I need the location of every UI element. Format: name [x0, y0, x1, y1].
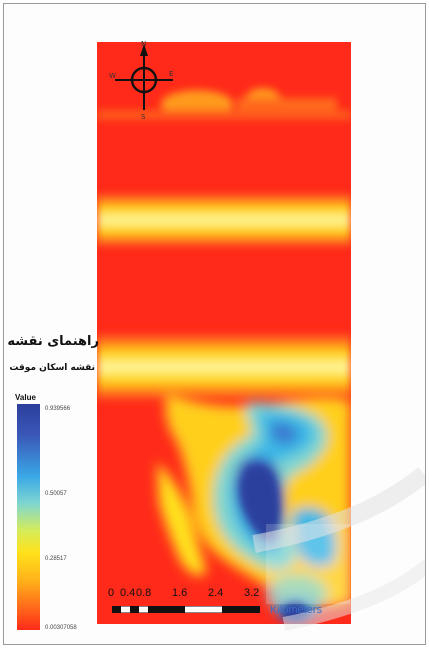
compass-east-label: E	[169, 70, 173, 78]
scale-bar: 0 0.4 0.8 1.6 2.4 3.2 Kilometers	[104, 587, 344, 617]
legend-mid-value: 0.50057	[45, 491, 67, 497]
raster-yellow-band-middle	[97, 332, 351, 402]
raster-top-bumps	[97, 88, 351, 120]
legend-high-value: 0.939566	[45, 406, 71, 412]
map-legend: راهنمای نقشه نقشه اسکان موقت Value 0.939…	[7, 329, 99, 639]
suitability-raster-map[interactable]	[97, 42, 351, 624]
scale-tick-3: 1.6	[172, 587, 188, 599]
legend-layer-name: نقشه اسکان موقت	[9, 363, 95, 373]
map-layout-frame: N S E W راهنمای نقشه نقشه اسکان موقت Val…	[3, 3, 426, 645]
scale-bar-track	[112, 606, 260, 613]
compass-west-label: W	[109, 72, 116, 80]
north-arrow: N S E W	[109, 40, 173, 120]
scale-tick-4: 2.4	[208, 587, 224, 599]
scale-tick-1: 0.4	[120, 587, 136, 599]
scale-bar-labels: 0 0.4 0.8 1.6 2.4 3.2	[104, 587, 344, 601]
legend-low-mid-value: 0.28517	[45, 556, 67, 562]
compass-north-label: N	[141, 40, 146, 48]
scale-tick-5: 3.2	[244, 587, 260, 599]
legend-color-ramp	[17, 404, 40, 630]
scale-tick-2: 0.8	[136, 587, 152, 599]
compass-icon	[115, 44, 173, 110]
scale-tick-0: 0	[108, 587, 115, 599]
legend-low-value: 0.00307058	[45, 625, 77, 631]
legend-field-label: Value	[15, 393, 36, 402]
compass-south-label: S	[141, 113, 146, 120]
legend-title: راهنمای نقشه	[7, 334, 99, 349]
raster-yellow-band-upper	[97, 192, 351, 248]
raster-surface	[97, 42, 351, 624]
scale-bar-units: Kilometers	[270, 604, 322, 616]
